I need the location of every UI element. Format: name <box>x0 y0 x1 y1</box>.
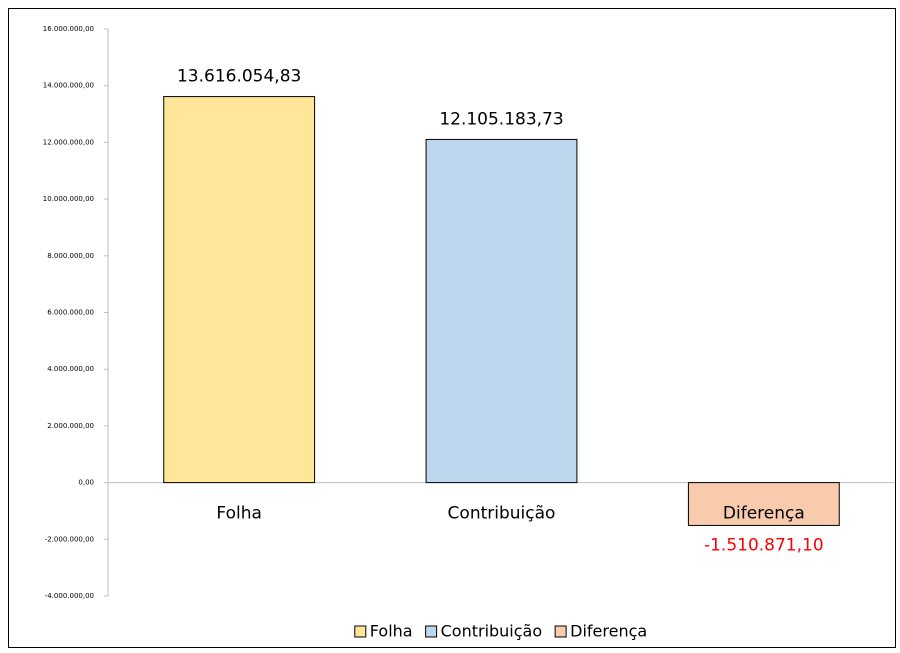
legend-swatch <box>354 625 367 638</box>
y-tick-label: 10.000.000,00 <box>43 195 94 203</box>
y-tick-label: 2.000.000,00 <box>47 422 94 430</box>
y-tick-label: 6.000.000,00 <box>47 309 94 317</box>
bar <box>687 482 840 526</box>
legend-label: Diferença <box>570 622 647 641</box>
legend-label: Contribuição <box>441 622 543 641</box>
x-tick-label: Folha <box>216 504 262 524</box>
x-tick-label: Contribuição <box>448 504 556 524</box>
x-tick-label: Diferença <box>723 504 805 524</box>
value-label: 13.616.054,83 <box>177 67 301 87</box>
y-tick-label: 4.000.000,00 <box>47 365 94 373</box>
y-tick-label: 16.000.000,00 <box>43 25 94 33</box>
value-label: 12.105.183,73 <box>439 109 563 129</box>
y-tick-label: -4.000.000,00 <box>45 592 94 600</box>
y-tick-label: 14.000.000,00 <box>43 82 94 90</box>
y-tick-label: -2.000.000,00 <box>45 535 94 543</box>
value-label: -1.510.871,10 <box>704 535 824 555</box>
legend-swatch <box>554 625 567 638</box>
bar <box>425 138 578 484</box>
y-tick-label: 0,00 <box>78 479 94 487</box>
legend-swatch <box>425 625 438 638</box>
y-tick-label: 12.000.000,00 <box>43 138 94 146</box>
legend-label: Folha <box>370 622 413 641</box>
y-tick-label: 8.000.000,00 <box>47 252 94 260</box>
bar <box>163 96 316 484</box>
